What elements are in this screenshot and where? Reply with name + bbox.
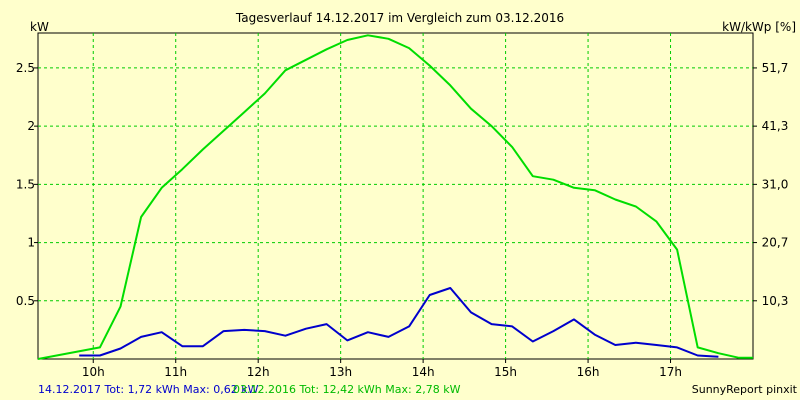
grid bbox=[38, 33, 753, 359]
footer-series-2016: 03.12.2016 Tot: 12,42 kWh Max: 2,78 kW bbox=[233, 383, 461, 396]
y-axis-right-label: kW/kWp [%] bbox=[722, 20, 796, 34]
footer-credit: SunnyReport pinxit bbox=[692, 383, 798, 396]
x-tick-label: 12h bbox=[247, 365, 270, 379]
x-tick-label: 10h bbox=[82, 365, 105, 379]
y-axis-left-label: kW bbox=[30, 20, 49, 34]
footer-series-2017: 14.12.2017 Tot: 1,72 kWh Max: 0,62 kW bbox=[38, 383, 259, 396]
x-tick-label: 13h bbox=[329, 365, 352, 379]
y-tick-label-left: 1.5 bbox=[16, 177, 35, 191]
series-line-1 bbox=[37, 34, 753, 360]
x-tick-label: 17h bbox=[659, 365, 682, 379]
y-tick-label-left: 2 bbox=[27, 119, 35, 133]
x-ticks: 10h 11h 12h 13h 14h 15h 16h 17h bbox=[82, 359, 682, 379]
y-tick-label-right: 20,7 bbox=[762, 236, 789, 250]
y-tick-label-right: 31,0 bbox=[762, 177, 789, 191]
y-ticks-left: 0.5 1 1.5 2 2.5 bbox=[16, 61, 38, 308]
series-lines bbox=[37, 34, 753, 360]
x-tick-label: 16h bbox=[577, 365, 600, 379]
x-tick-label: 15h bbox=[494, 365, 517, 379]
y-ticks-right: 10,3 20,7 31,0 41,3 51,7 bbox=[753, 61, 788, 308]
series-line-2 bbox=[79, 287, 719, 358]
y-tick-label-left: 1 bbox=[27, 236, 35, 250]
y-tick-label-right: 41,3 bbox=[762, 119, 789, 133]
plot-area bbox=[37, 32, 754, 360]
y-tick-label-left: 2.5 bbox=[16, 61, 35, 75]
x-tick-label: 14h bbox=[412, 365, 435, 379]
chart-title: Tagesverlauf 14.12.2017 im Vergleich zum… bbox=[235, 11, 564, 25]
x-tick-label: 11h bbox=[164, 365, 187, 379]
y-tick-label-right: 10,3 bbox=[762, 294, 789, 308]
y-tick-label-right: 51,7 bbox=[762, 61, 789, 75]
y-tick-label-left: 0.5 bbox=[16, 294, 35, 308]
